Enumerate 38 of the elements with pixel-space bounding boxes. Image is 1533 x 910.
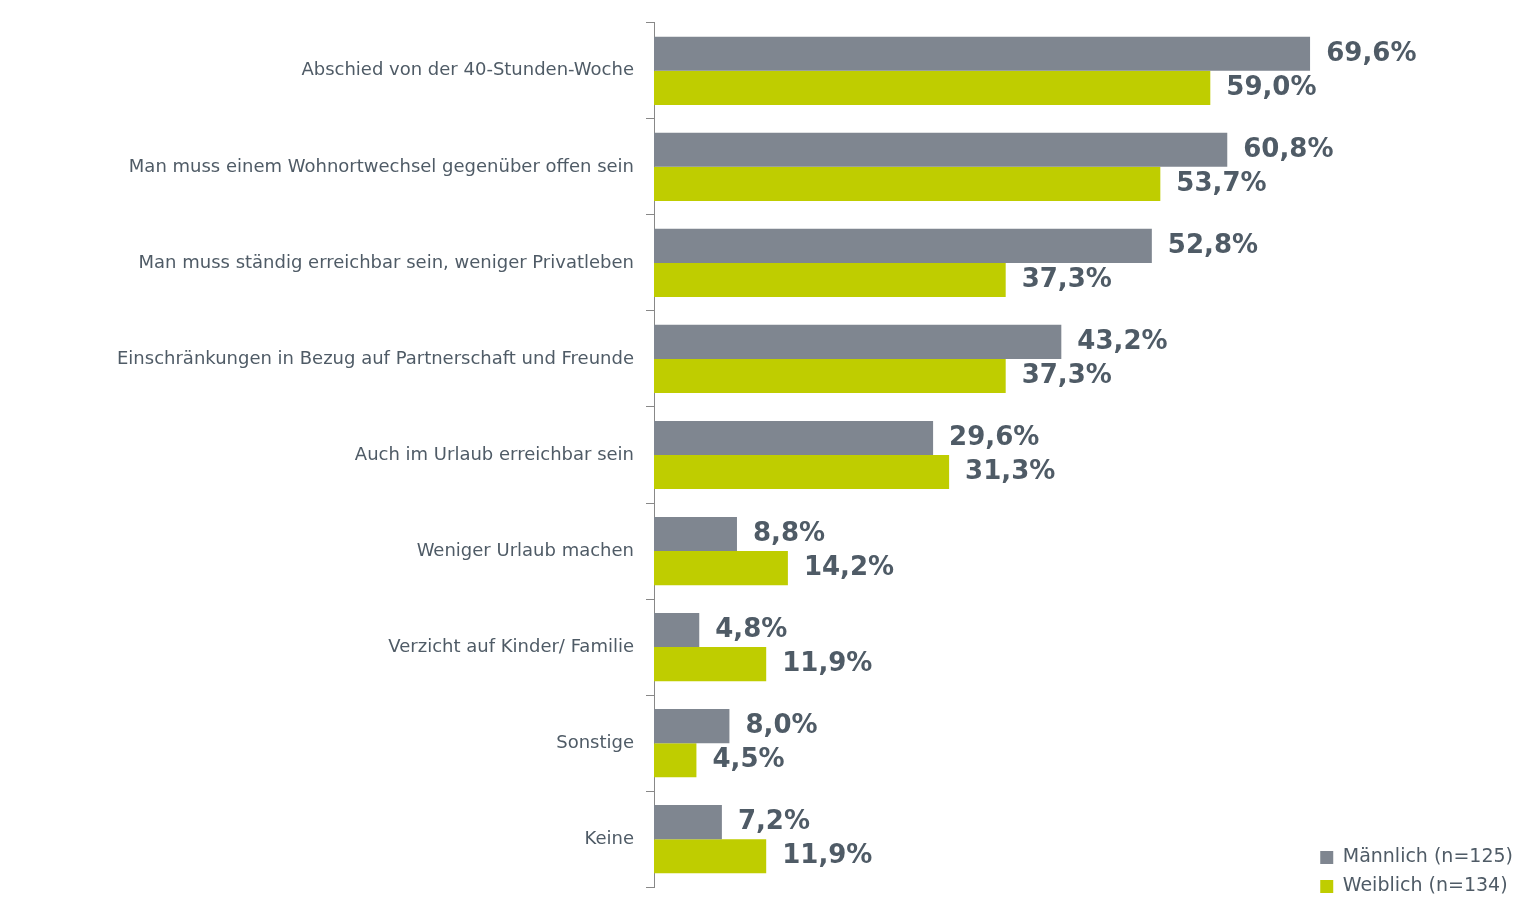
data-label: 69,6% bbox=[1326, 36, 1417, 67]
bar bbox=[654, 839, 767, 874]
data-label: 7,2% bbox=[737, 804, 810, 835]
y-tick-label: Abschied von der 40-Stunden-Woche bbox=[301, 58, 634, 80]
y-tick-label: Einschränkungen in Bezug auf Partnerschaft und Freunde bbox=[116, 346, 634, 368]
data-label: 53,7% bbox=[1176, 166, 1267, 197]
y-tick-label: Weniger Urlaub machen bbox=[416, 538, 634, 560]
y-tick-label: Man muss ständig erreichbar sein, weniger Privatleben bbox=[138, 250, 634, 272]
bar bbox=[654, 743, 697, 778]
bar bbox=[654, 262, 1006, 298]
data-label: 8,8% bbox=[752, 516, 826, 547]
bar bbox=[654, 455, 950, 490]
data-label: 4,5% bbox=[712, 742, 785, 773]
data-label: 43,2% bbox=[1077, 324, 1168, 355]
y-tick-label: Auch im Urlaub erreichbar sein bbox=[354, 442, 634, 464]
data-label: 4,8% bbox=[715, 612, 788, 643]
data-label: 60,8% bbox=[1243, 132, 1334, 163]
data-label: 8,0% bbox=[745, 708, 818, 739]
data-label: 59,0% bbox=[1226, 70, 1317, 101]
data-label: 11,9% bbox=[782, 646, 873, 677]
data-label: 52,8% bbox=[1167, 228, 1259, 259]
y-tick-label: Keine bbox=[584, 826, 634, 848]
data-label: 14,2% bbox=[803, 550, 895, 581]
data-label: 37,3% bbox=[1021, 262, 1112, 293]
bar bbox=[654, 166, 1161, 201]
data-label: 11,9% bbox=[782, 838, 873, 869]
data-label: 37,3% bbox=[1021, 358, 1112, 389]
data-label: 31,3% bbox=[965, 454, 1056, 485]
bar bbox=[654, 358, 1006, 394]
bar bbox=[654, 647, 767, 682]
legend-label: Weiblich (n=134) bbox=[1342, 873, 1508, 896]
y-tick-label: Verzicht auf Kinder/ Familie bbox=[388, 634, 634, 656]
bar bbox=[654, 551, 788, 586]
y-tick-label: Sonstige bbox=[556, 730, 634, 752]
data-label: 29,6% bbox=[949, 420, 1040, 451]
bar bbox=[654, 70, 1211, 105]
legend-label: Männlich (n=125) bbox=[1342, 844, 1514, 867]
y-tick-label: Man muss einem Wohnortwechsel gegenüber offen sein bbox=[128, 154, 634, 176]
